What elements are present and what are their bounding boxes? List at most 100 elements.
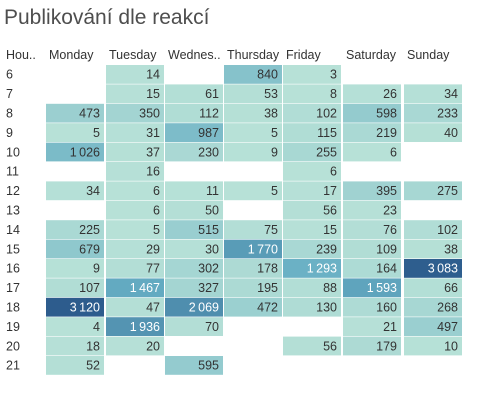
cell-value-label: 47 xyxy=(146,301,160,315)
column-header: Tuesday xyxy=(109,48,157,62)
heatmap-cell xyxy=(46,259,104,278)
row-label: 11 xyxy=(6,165,19,179)
heatmap-cell xyxy=(165,84,223,104)
cell-value-label: 53 xyxy=(264,87,278,101)
cell-value-label: 30 xyxy=(205,242,219,256)
cell-value-label: 179 xyxy=(376,339,397,353)
cell-value-label: 1 293 xyxy=(307,262,337,276)
cell-value-label: 31 xyxy=(146,126,160,140)
row-label: 8 xyxy=(6,107,13,121)
heatmap-cell xyxy=(343,103,401,123)
cell-value-label: 327 xyxy=(198,281,219,295)
heatmap-cell xyxy=(224,123,282,142)
cell-value-label: 9 xyxy=(93,262,100,276)
cell-value-label: 130 xyxy=(316,301,337,315)
cell-value-label: 6 xyxy=(330,165,337,179)
heatmap-cell xyxy=(106,65,164,84)
heatmap-cell xyxy=(404,181,462,201)
cell-value-label: 88 xyxy=(323,281,337,295)
column-header: Monday xyxy=(49,48,94,62)
heatmap-cell xyxy=(106,336,164,356)
heatmap-cell xyxy=(46,123,104,142)
heatmap-cell xyxy=(283,65,341,84)
cell-value-label: 595 xyxy=(198,359,219,373)
cell-value-label: 66 xyxy=(444,281,458,295)
heatmap-cell xyxy=(165,356,223,375)
cell-value-label: 1 936 xyxy=(130,320,160,334)
heatmap-cell xyxy=(46,181,104,201)
heatmap-cell xyxy=(283,103,341,123)
row-label: 10 xyxy=(6,145,20,159)
cell-value-label: 3 083 xyxy=(428,262,458,276)
heatmap-cell xyxy=(343,336,401,356)
column-header: Wednes.. xyxy=(168,48,221,62)
heatmap-cell xyxy=(283,297,341,317)
cell-value-label: 3 120 xyxy=(70,301,100,315)
cell-value-label: 40 xyxy=(444,126,458,140)
cell-value-label: 5 xyxy=(271,126,278,140)
cell-value-label: 14 xyxy=(146,68,160,82)
cell-value-label: 160 xyxy=(376,301,397,315)
cell-value-label: 34 xyxy=(444,87,458,101)
cell-value-label: 5 xyxy=(153,223,160,237)
row-label: 20 xyxy=(6,339,20,353)
heatmap-cell xyxy=(165,103,223,123)
cell-value-label: 23 xyxy=(383,204,397,218)
row-label: 7 xyxy=(6,87,13,101)
heatmap-cell xyxy=(404,278,462,298)
heatmap-cell xyxy=(283,278,341,298)
cell-value-label: 1 026 xyxy=(70,145,100,159)
cell-value-label: 472 xyxy=(257,301,278,315)
cell-value-label: 230 xyxy=(198,145,219,159)
row-label: 9 xyxy=(6,126,13,140)
row-label: 16 xyxy=(6,262,20,276)
cell-value-label: 8 xyxy=(330,87,337,101)
cell-value-label: 3 xyxy=(330,68,337,82)
heatmap-cell xyxy=(46,356,104,375)
cell-value-label: 9 xyxy=(271,145,278,159)
cell-value-label: 6 xyxy=(153,184,160,198)
cell-value-label: 302 xyxy=(198,262,219,276)
heatmap-cell xyxy=(46,239,104,259)
heatmap-cell xyxy=(343,239,401,259)
heatmap-cell xyxy=(343,220,401,239)
heatmap-cell xyxy=(404,103,462,123)
heatmap-cell xyxy=(224,181,282,201)
cell-value-label: 34 xyxy=(86,184,100,198)
heatmap-cell xyxy=(106,84,164,104)
heatmap-cell xyxy=(343,278,401,298)
cell-value-label: 56 xyxy=(323,339,337,353)
heatmap-cell xyxy=(283,142,341,162)
heatmap-cell xyxy=(283,220,341,239)
cell-value-label: 15 xyxy=(146,87,160,101)
heatmap-cell xyxy=(283,123,341,142)
heatmap-cell xyxy=(165,181,223,201)
column-header: Saturday xyxy=(346,48,397,62)
cell-value-label: 38 xyxy=(264,107,278,121)
row-label: 15 xyxy=(6,242,20,256)
cell-value-label: 225 xyxy=(79,223,100,237)
heatmap-cell xyxy=(165,220,223,239)
heatmap-cell xyxy=(106,220,164,239)
heatmap-cell xyxy=(106,162,164,181)
cell-value-label: 598 xyxy=(376,107,397,121)
heatmap-cell xyxy=(165,259,223,278)
row-label: 21 xyxy=(6,359,20,373)
heatmap-cell xyxy=(283,200,341,220)
heatmap-cell xyxy=(106,278,164,298)
heatmap-cell xyxy=(224,65,282,84)
cell-value-label: 18 xyxy=(86,339,100,353)
heatmap-cell xyxy=(106,259,164,278)
cell-value-label: 5 xyxy=(271,184,278,198)
cell-value-label: 70 xyxy=(205,320,219,334)
chart-title: Publikování dle reakcí xyxy=(4,6,210,29)
heatmap-cell xyxy=(106,181,164,201)
cell-value-label: 109 xyxy=(376,242,397,256)
heatmap-cell xyxy=(343,123,401,142)
cell-value-label: 515 xyxy=(198,223,219,237)
cell-value-label: 164 xyxy=(376,262,397,276)
cell-value-label: 11 xyxy=(206,184,219,198)
heatmap-cell xyxy=(46,297,104,317)
cell-value-label: 239 xyxy=(316,242,337,256)
